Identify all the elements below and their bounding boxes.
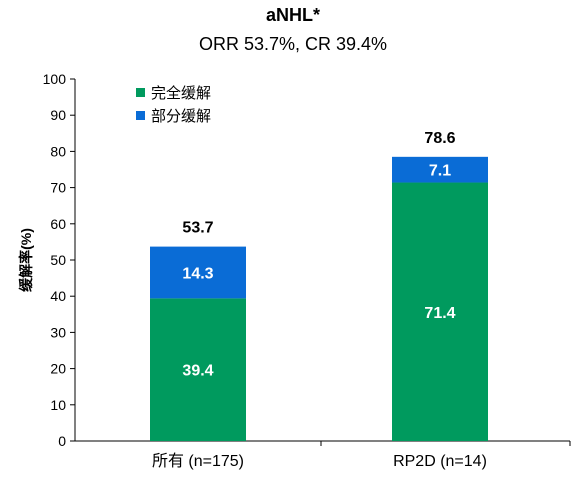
y-axis-label: 缓解率(%) <box>18 228 34 292</box>
legend-label: 部分缓解 <box>151 108 211 125</box>
y-tick-label: 70 <box>50 180 66 196</box>
bar-segment <box>150 246 246 299</box>
y-tick-label: 40 <box>50 288 66 304</box>
y-tick-label: 30 <box>50 324 66 340</box>
y-tick-label: 60 <box>50 216 66 232</box>
y-tick-label: 90 <box>50 107 66 123</box>
legend-swatch <box>136 111 145 120</box>
data-label: 39.4 <box>182 363 213 380</box>
legend-label: 完全缓解 <box>151 84 211 102</box>
bar-segment <box>392 182 488 442</box>
bar-segment <box>150 298 246 441</box>
total-label: 53.7 <box>182 220 213 237</box>
y-tick-label: 10 <box>50 397 66 413</box>
bar-segment <box>392 156 488 183</box>
data-label: 14.3 <box>182 265 213 282</box>
y-tick-label: 80 <box>50 143 66 159</box>
x-tick-label: 所有 (n=175) <box>152 452 244 470</box>
y-tick-label: 0 <box>58 433 66 449</box>
legend-swatch <box>136 88 145 97</box>
data-label: 71.4 <box>424 305 455 322</box>
chart-subtitle: ORR 53.7%, CR 39.4% <box>198 34 388 54</box>
y-tick-label: 100 <box>43 71 67 87</box>
total-label: 78.6 <box>424 130 455 147</box>
data-label: 7.1 <box>429 163 451 180</box>
y-tick-label: 50 <box>50 252 66 268</box>
x-tick-label: RP2D (n=14) <box>393 453 487 470</box>
chart-title: aNHL* <box>265 5 320 25</box>
y-tick-label: 20 <box>50 361 66 377</box>
